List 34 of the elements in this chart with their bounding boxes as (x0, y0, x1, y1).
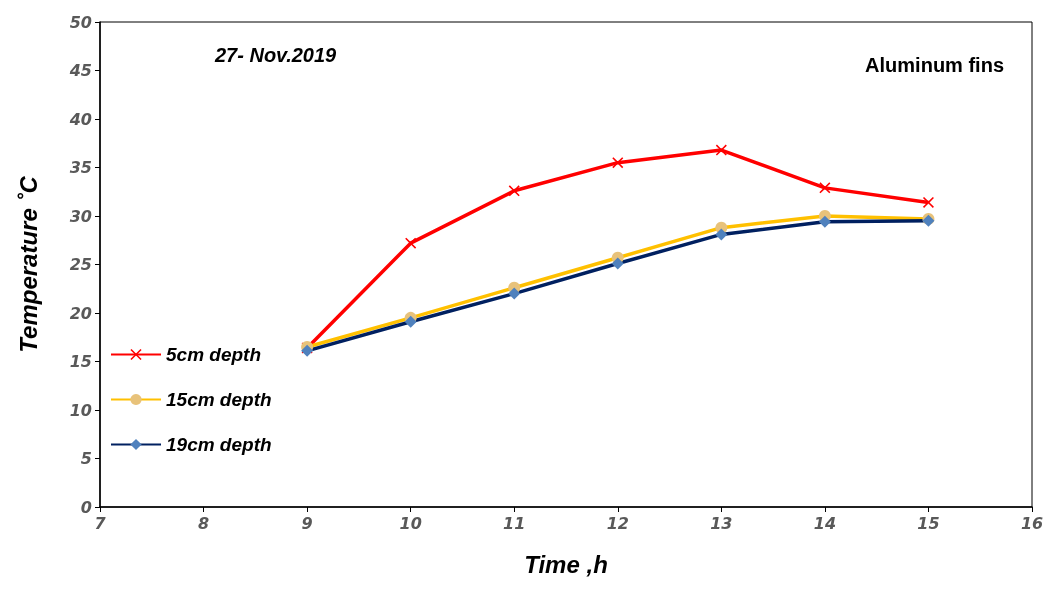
x-tick-label: 14 (813, 513, 837, 533)
y-tick-label: 45 (68, 61, 92, 80)
y-tick-label: 0 (80, 497, 92, 517)
point (715, 144, 727, 156)
x-axis-title: Time ,h (524, 550, 608, 578)
x-tick-label: 8 (197, 513, 210, 533)
y-tick-label: 10 (69, 400, 92, 420)
y-tick-label: 5 (80, 449, 92, 468)
y-tick-label: 35 (69, 158, 92, 177)
y-tick-label: 50 (69, 12, 92, 32)
y-tick-label: 25 (69, 255, 92, 274)
x-tick-label: 16 (1020, 513, 1044, 533)
x-tick-label: 10 (399, 513, 422, 533)
point (405, 237, 417, 249)
y-tick-label: 30 (69, 206, 92, 226)
annotation: Aluminum fins (865, 54, 1004, 76)
x-tick-label: 13 (710, 513, 733, 533)
x-tick-label: 12 (606, 513, 629, 533)
y-axis-title: Temperature ˚C (14, 175, 42, 353)
point (508, 185, 520, 197)
x-tick-label: 11 (503, 513, 526, 533)
legend-label: 5cm depth (166, 344, 262, 365)
y-tick-label: 40 (68, 109, 92, 129)
y-tick-label: 15 (69, 352, 92, 371)
point (819, 182, 831, 194)
legend-label: 19cm depth (166, 434, 272, 455)
x-tick-label: 15 (917, 513, 940, 533)
point (922, 196, 934, 208)
x-tick-label: 7 (94, 513, 107, 533)
x-tick-label: 9 (301, 513, 313, 533)
point (612, 157, 624, 169)
annotation: 27- Nov.2019 (214, 44, 338, 66)
y-tick-label: 20 (69, 303, 92, 323)
legend-label: 15cm depth (166, 389, 272, 410)
